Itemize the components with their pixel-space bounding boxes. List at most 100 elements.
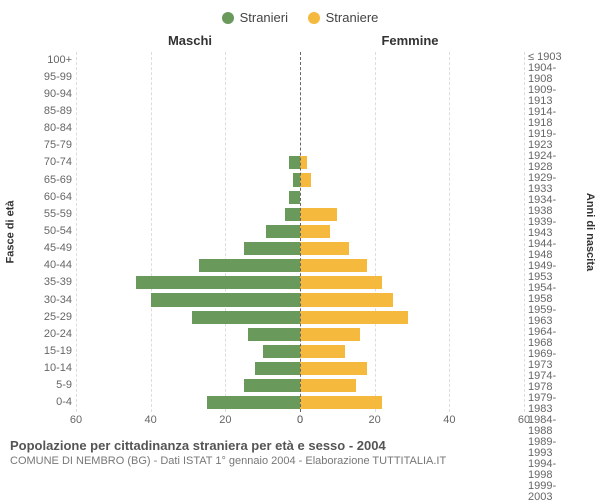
age-label: 80-84 [20,120,76,137]
age-label: 70-74 [20,154,76,171]
age-label: 65-69 [20,171,76,188]
center-line [300,52,301,412]
bar-female [300,156,307,169]
age-label: 0-4 [20,394,76,411]
bar-male [192,311,300,324]
bar-male [207,396,300,409]
birth-label: 1919-1923 [524,129,580,151]
x-tick: 40 [145,414,157,426]
birth-label: 1954-1958 [524,283,580,305]
age-label: 100+ [20,52,76,69]
title-sub: COMUNE DI NEMBRO (BG) - Dati ISTAT 1° ge… [10,455,590,467]
birth-label: 1974-1978 [524,371,580,393]
chart-area: Fasce di età 100+95-9990-9485-8980-8475-… [0,52,600,412]
bar-male [248,328,300,341]
x-tick: 60 [70,414,82,426]
legend-label-male: Stranieri [240,10,288,25]
x-tick: 40 [443,414,455,426]
bars-area [76,52,524,412]
legend-item-female: Straniere [308,10,379,25]
birth-label: 1989-1993 [524,437,580,459]
age-label: 35-39 [20,274,76,291]
title-main: Popolazione per cittadinanza straniera p… [10,438,590,453]
age-label: 15-19 [20,343,76,360]
age-label: 95-99 [20,69,76,86]
bar-male [244,242,300,255]
age-label: 25-29 [20,309,76,326]
bar-male [285,208,300,221]
age-label: 55-59 [20,206,76,223]
bar-male [289,156,300,169]
legend-label-female: Straniere [326,10,379,25]
bar-female [300,242,349,255]
birth-label: 1939-1943 [524,217,580,239]
x-tick: 0 [297,414,303,426]
x-tick: 20 [369,414,381,426]
age-label: 50-54 [20,223,76,240]
birth-label: 1959-1963 [524,305,580,327]
birth-label: ≤ 1903 [524,52,580,63]
gridline [524,52,525,412]
bar-female [300,293,393,306]
legend-swatch-female [308,12,320,24]
birth-label: 1924-1928 [524,151,580,173]
birth-label: 1944-1948 [524,239,580,261]
x-tick: 20 [219,414,231,426]
birth-label: 1934-1938 [524,195,580,217]
birth-label: 1904-1908 [524,63,580,85]
legend: Stranieri Straniere [0,0,600,33]
bar-male [293,173,300,186]
age-label: 90-94 [20,86,76,103]
bar-female [300,345,345,358]
bar-female [300,225,330,238]
birth-label: 1964-1968 [524,327,580,349]
age-label: 85-89 [20,103,76,120]
right-axis-title: Anni di nascita [580,52,600,412]
age-label: 30-34 [20,291,76,308]
bar-male [244,379,300,392]
bar-male [136,276,300,289]
titles: Popolazione per cittadinanza straniera p… [0,434,600,475]
bar-female [300,379,356,392]
age-label: 60-64 [20,189,76,206]
birth-year-labels: ≤ 19031904-19081909-19131914-19181919-19… [524,52,580,412]
age-labels: 100+95-9990-9485-8980-8475-7970-7465-696… [20,52,76,412]
bar-female [300,328,360,341]
birth-label: 1969-1973 [524,349,580,371]
bar-male [199,259,300,272]
birth-label: 1984-1988 [524,415,580,437]
age-label: 10-14 [20,360,76,377]
pyramid-chart: Stranieri Straniere Maschi Femmine Fasce… [0,0,600,500]
bar-female [300,173,311,186]
age-label: 20-24 [20,326,76,343]
bar-male [151,293,300,306]
bar-female [300,276,382,289]
legend-item-male: Stranieri [222,10,288,25]
bar-female [300,208,337,221]
left-axis-title: Fasce di età [0,52,20,412]
legend-swatch-male [222,12,234,24]
birth-label: 1949-1953 [524,261,580,283]
birth-label: 1914-1918 [524,107,580,129]
birth-label: 1909-1913 [524,85,580,107]
age-label: 5-9 [20,377,76,394]
birth-label: 1929-1933 [524,173,580,195]
bar-female [300,259,367,272]
age-label: 45-49 [20,240,76,257]
bar-female [300,362,367,375]
age-label: 75-79 [20,137,76,154]
bar-female [300,311,408,324]
birth-label: 1999-2003 [524,481,580,503]
bar-male [263,345,300,358]
bar-female [300,396,382,409]
header-female: Femmine [300,33,520,48]
bar-male [255,362,300,375]
birth-label: 1994-1998 [524,459,580,481]
pyramid-headers: Maschi Femmine [0,33,600,52]
x-axis-left: 6040200 [76,412,300,434]
bar-male [289,191,300,204]
x-tick: 60 [518,414,530,426]
x-axis-right: 0204060 [300,412,524,434]
age-label: 40-44 [20,257,76,274]
x-axis: 6040200 0204060 [0,412,600,434]
